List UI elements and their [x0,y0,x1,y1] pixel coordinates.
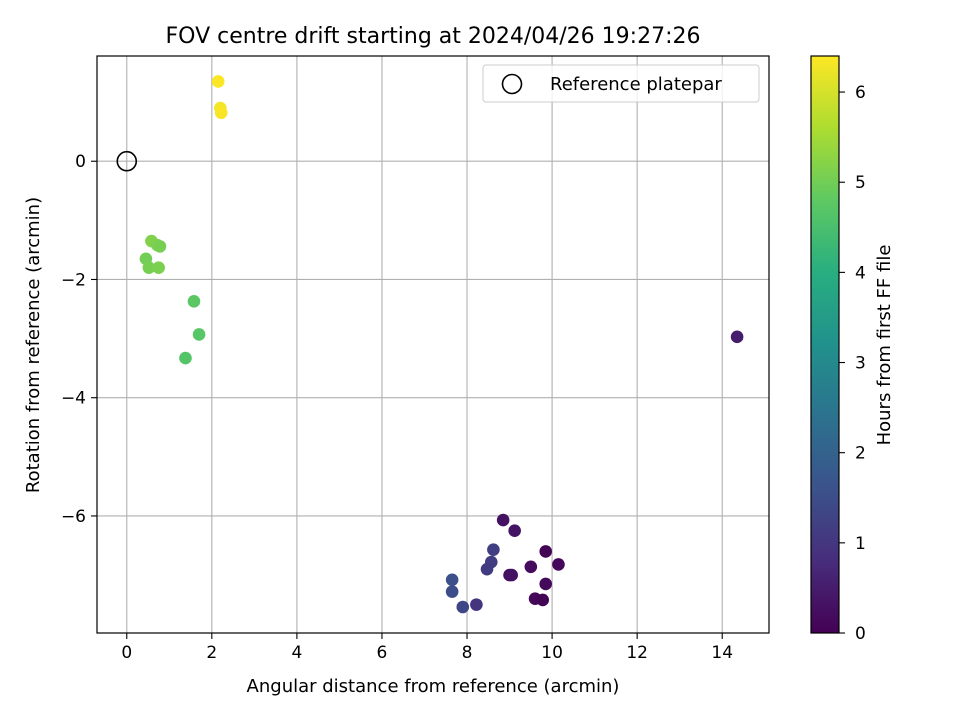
legend-marker-icon [501,73,523,95]
x-tick-label: 0 [121,643,132,663]
grid-lines [97,56,769,633]
data-point [187,295,201,308]
legend: Reference platepar [482,64,760,103]
y-tick-label: −4 [61,389,86,409]
x-tick-label: 2 [206,643,217,663]
data-point [508,524,521,538]
legend-label: Reference platepar [550,74,722,95]
data-point [445,585,459,598]
data-point [524,560,538,574]
data-point [179,351,192,365]
data-point [211,75,225,88]
data-point [153,240,167,253]
colorbar-tick-label: 4 [855,263,866,283]
colorbar-tick-label: 6 [855,83,866,103]
y-tick-label: −2 [61,270,86,290]
colorbar-frame [810,55,840,634]
data-point [152,261,165,274]
x-axis: 0 2 4 6 8 10 12 14 [121,633,733,663]
colorbar-tick-label: 0 [855,624,866,644]
plot-area [96,55,770,634]
data-point [456,600,470,614]
data-point [536,593,550,607]
data-point [470,598,483,611]
data-point [505,568,518,582]
data-point [445,573,459,587]
colorbar: 0 1 2 3 4 5 6 Hours from first FF file [810,55,895,644]
x-tick-label: 10 [541,643,563,663]
data-point [480,562,494,576]
data-points [139,75,744,614]
colorbar-tick-label: 3 [855,354,866,374]
colorbar-gradient [811,56,839,633]
x-tick-label: 8 [462,643,473,663]
colorbar-label: Hours from first FF file [874,245,895,446]
colorbar-ticks: 0 1 2 3 4 5 6 [839,83,866,644]
x-tick-label: 12 [626,643,648,663]
data-point [214,106,228,120]
x-axis-label: Angular distance from reference (arcmin) [247,676,620,697]
plot-background [97,56,769,633]
y-tick-label: 0 [75,152,86,172]
colorbar-tick-label: 5 [855,173,866,193]
y-tick-label: −6 [61,507,86,527]
colorbar-tick-label: 2 [855,444,866,464]
chart-title: FOV centre drift starting at 2024/04/26 … [166,24,701,49]
data-point [552,558,565,571]
legend-box [482,64,760,103]
colorbar-tick-label: 1 [855,534,866,554]
data-point [496,513,510,527]
y-axis-label: Rotation from reference (arcmin) [23,197,44,493]
plot-frame [96,55,770,634]
data-point [730,330,744,344]
data-point [539,577,553,591]
y-axis: 0 −2 −4 −6 [61,152,97,527]
data-point [539,545,553,558]
x-tick-label: 14 [711,643,733,663]
data-point [192,328,206,341]
data-point [142,261,156,274]
x-tick-label: 4 [291,643,302,663]
data-point [487,543,500,556]
reference-point-marker [116,150,138,172]
x-tick-label: 6 [377,643,388,663]
